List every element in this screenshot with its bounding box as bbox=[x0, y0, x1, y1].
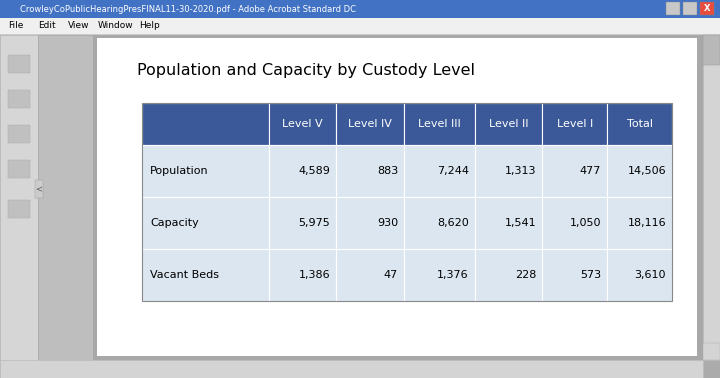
Text: 1,541: 1,541 bbox=[505, 218, 536, 228]
Bar bbox=[38, 35, 93, 378]
Text: Edit: Edit bbox=[38, 22, 55, 31]
Text: File: File bbox=[8, 22, 23, 31]
Text: 883: 883 bbox=[377, 166, 398, 176]
Text: Vacant Beds: Vacant Beds bbox=[150, 270, 219, 280]
Text: CrowleyCoPublicHearingPresFINAL11-30-2020.pdf - Adobe Acrobat Standard DC: CrowleyCoPublicHearingPresFINAL11-30-202… bbox=[20, 5, 356, 14]
Bar bbox=[0, 360, 703, 378]
Text: 14,506: 14,506 bbox=[627, 166, 666, 176]
Bar bbox=[474, 249, 542, 301]
Bar bbox=[0, 35, 38, 378]
Text: Level V: Level V bbox=[282, 119, 323, 129]
Text: View: View bbox=[68, 22, 89, 31]
Bar bbox=[474, 145, 542, 197]
Bar bbox=[0, 18, 720, 34]
Text: 228: 228 bbox=[515, 270, 536, 280]
Text: 1,386: 1,386 bbox=[299, 270, 330, 280]
Text: 573: 573 bbox=[580, 270, 601, 280]
Text: Help: Help bbox=[139, 22, 160, 31]
Bar bbox=[8, 90, 30, 108]
Bar bbox=[703, 343, 720, 360]
Text: Level I: Level I bbox=[557, 119, 593, 129]
Text: 8,620: 8,620 bbox=[437, 218, 469, 228]
Text: 930: 930 bbox=[377, 218, 398, 228]
Text: Population and Capacity by Custody Level: Population and Capacity by Custody Level bbox=[137, 62, 475, 77]
Bar bbox=[542, 145, 607, 197]
Text: 4,589: 4,589 bbox=[299, 166, 330, 176]
Bar bbox=[542, 249, 607, 301]
Bar bbox=[542, 103, 607, 145]
Bar bbox=[8, 160, 30, 178]
Bar bbox=[336, 145, 404, 197]
Bar bbox=[8, 55, 30, 73]
Bar bbox=[0, 34, 720, 35]
Text: Level IV: Level IV bbox=[348, 119, 392, 129]
Bar bbox=[97, 38, 697, 356]
Bar bbox=[336, 249, 404, 301]
Bar bbox=[8, 200, 30, 218]
Bar bbox=[336, 197, 404, 249]
Text: 1,376: 1,376 bbox=[437, 270, 469, 280]
Bar bbox=[607, 197, 672, 249]
Text: 18,116: 18,116 bbox=[627, 218, 666, 228]
Bar bbox=[404, 103, 474, 145]
Bar bbox=[0, 0, 720, 18]
Text: 1,050: 1,050 bbox=[570, 218, 601, 228]
Text: X: X bbox=[703, 4, 710, 13]
Text: 47: 47 bbox=[384, 270, 398, 280]
Text: 5,975: 5,975 bbox=[299, 218, 330, 228]
Bar bbox=[142, 197, 269, 249]
Bar bbox=[336, 103, 404, 145]
Bar bbox=[93, 35, 703, 360]
Bar bbox=[607, 103, 672, 145]
Bar bbox=[404, 249, 474, 301]
Bar bbox=[269, 145, 336, 197]
Bar bbox=[703, 35, 720, 65]
Bar bbox=[142, 103, 269, 145]
Bar bbox=[269, 103, 336, 145]
Text: Level III: Level III bbox=[418, 119, 461, 129]
Text: Window: Window bbox=[98, 22, 134, 31]
Bar bbox=[474, 103, 542, 145]
Bar bbox=[269, 249, 336, 301]
Text: Population: Population bbox=[150, 166, 209, 176]
Bar bbox=[666, 2, 680, 15]
Bar bbox=[683, 2, 697, 15]
Text: 477: 477 bbox=[580, 166, 601, 176]
Bar bbox=[142, 249, 269, 301]
Bar bbox=[142, 145, 269, 197]
Bar bbox=[700, 2, 714, 15]
Text: 3,610: 3,610 bbox=[634, 270, 666, 280]
Bar bbox=[542, 197, 607, 249]
Bar bbox=[404, 145, 474, 197]
Bar bbox=[269, 197, 336, 249]
Text: 1,313: 1,313 bbox=[505, 166, 536, 176]
Bar bbox=[703, 35, 720, 360]
Bar bbox=[474, 197, 542, 249]
Bar bbox=[8, 125, 30, 143]
Text: 7,244: 7,244 bbox=[437, 166, 469, 176]
Bar bbox=[142, 103, 672, 301]
Bar bbox=[607, 145, 672, 197]
Text: Capacity: Capacity bbox=[150, 218, 199, 228]
Bar bbox=[404, 197, 474, 249]
Bar bbox=[607, 249, 672, 301]
Text: Total: Total bbox=[626, 119, 652, 129]
Text: <: < bbox=[35, 184, 42, 194]
Bar bbox=[35, 180, 43, 198]
Text: Level II: Level II bbox=[489, 119, 528, 129]
